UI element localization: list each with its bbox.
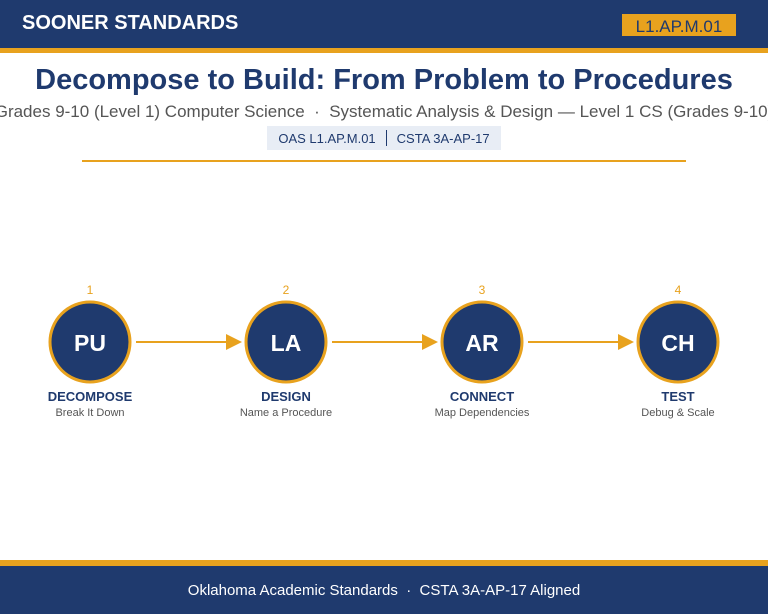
step-caption: Name a Procedure [240, 407, 332, 419]
step-label: DECOMPOSE [48, 389, 133, 404]
step-label: CONNECT [450, 389, 514, 404]
step-caption: Map Dependencies [435, 407, 530, 419]
step-circle [440, 300, 524, 384]
divider [82, 160, 686, 162]
step-code: AR [465, 330, 499, 356]
step-circle [48, 300, 132, 384]
badge: L1.AP.M.01 [622, 14, 736, 36]
step-code: LA [271, 330, 302, 356]
step-code: PU [74, 330, 106, 356]
step-label: DESIGN [261, 389, 311, 404]
brand: SOONER STANDARDS [22, 12, 239, 34]
step-number: 1 [87, 283, 94, 297]
title: Decompose to Build: From Problem to Proc… [35, 64, 733, 96]
step-code: CH [661, 330, 694, 356]
step-number: 3 [479, 283, 486, 297]
subtitle: Grades 9-10 (Level 1) Computer Science ·… [0, 102, 768, 121]
step-label: TEST [661, 389, 694, 404]
footer: Oklahoma Academic Standards · CSTA 3A-AP… [0, 560, 768, 614]
step-caption: Break It Down [55, 407, 124, 419]
tag: OAS L1.AP.M.01 [278, 130, 376, 146]
tags: OAS L1.AP.M.01 CSTA 3A-AP-17 [267, 126, 501, 150]
step-number: 4 [675, 283, 682, 297]
step-caption: Debug & Scale [641, 407, 714, 419]
separator [385, 130, 387, 146]
step-number: 2 [283, 283, 290, 297]
step-circle [244, 300, 328, 384]
step-circle [636, 300, 720, 384]
tag: CSTA 3A-AP-17 [396, 130, 490, 146]
